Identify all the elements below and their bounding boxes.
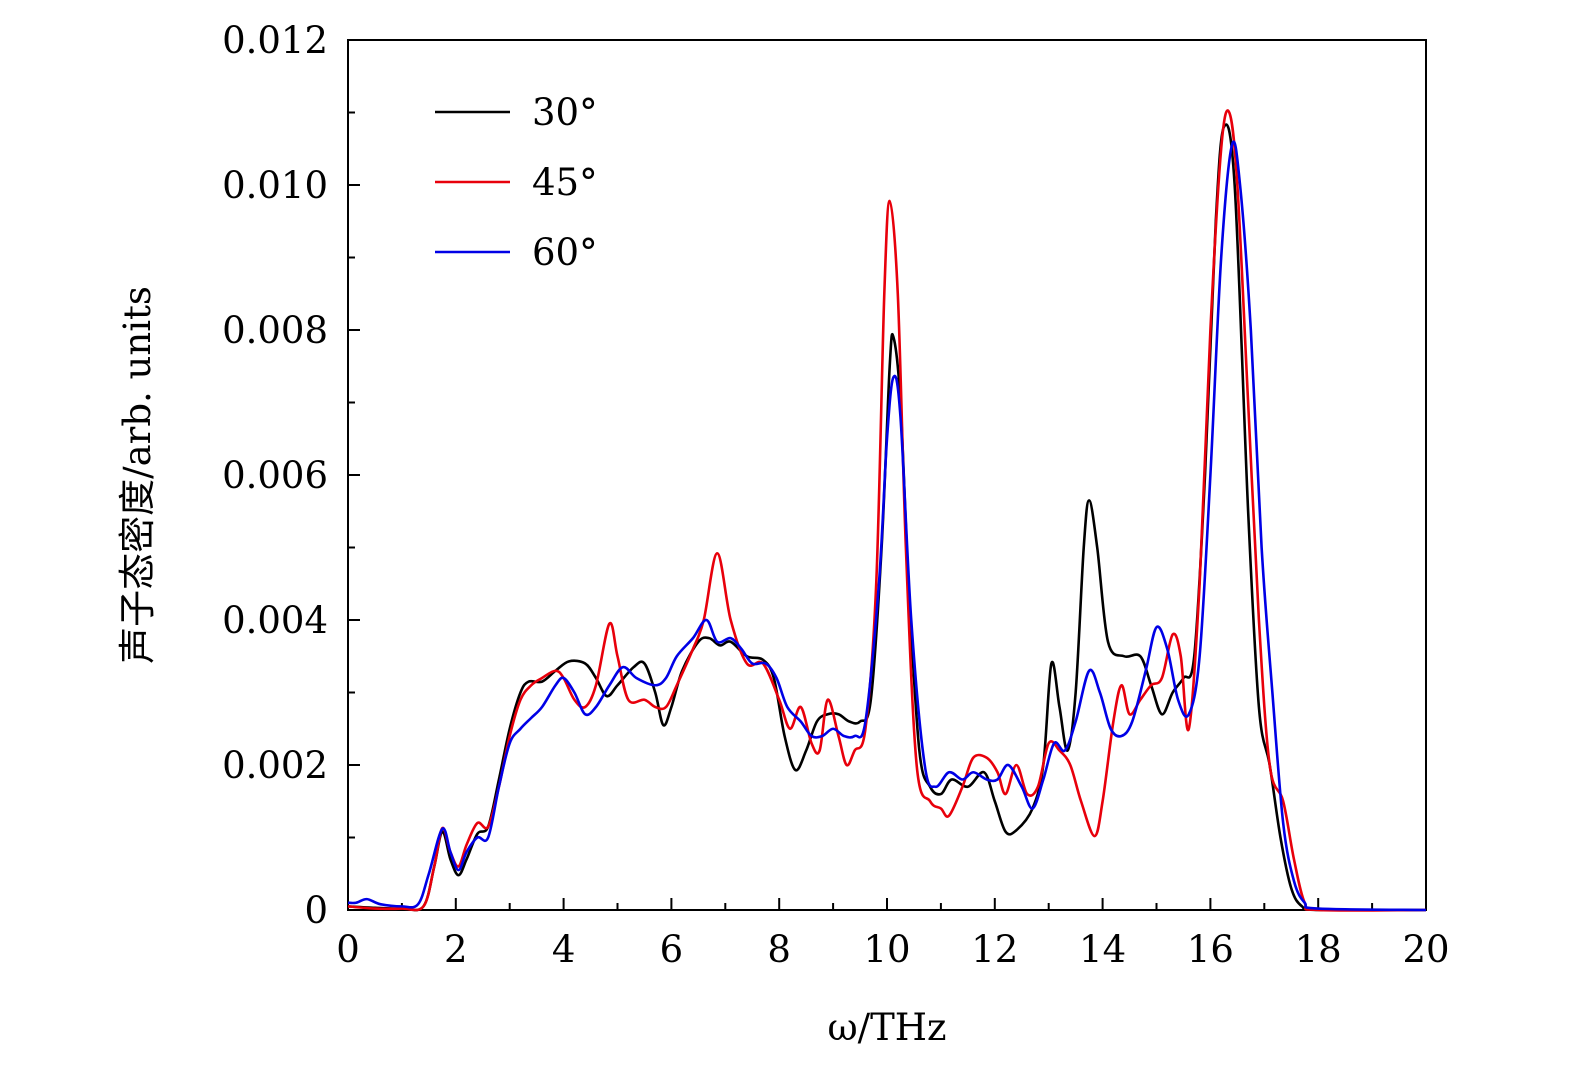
series-line-3 [347,140,1427,912]
legend-label: 60° [532,231,598,274]
x-tick-label: 0 [336,928,360,971]
y-tick-labels: 0 0.002 0.004 0.006 0.008 0.010 0.012 [222,19,328,932]
y-tick-label: 0.010 [222,164,328,207]
y-tick-label: 0.002 [222,744,328,787]
y-tick-label: 0.006 [222,454,328,497]
x-tick-label: 12 [971,928,1018,971]
x-tick-labels: 0 2 4 6 8 10 12 14 16 18 20 [336,928,1449,971]
x-axis-title: ω/THz [827,1006,946,1049]
y-tick-label: 0.012 [222,19,328,62]
x-tick-label: 16 [1187,928,1234,971]
legend-label: 45° [532,161,598,204]
axis-ticks [347,39,1427,911]
x-tick-label: 6 [660,928,684,971]
x-tick-label: 14 [1079,928,1126,971]
y-tick-label: 0.004 [222,599,328,642]
x-tick-label: 18 [1295,928,1342,971]
x-tick-label: 2 [444,928,468,971]
series-line-2 [347,109,1427,912]
x-tick-label: 20 [1402,928,1449,971]
series-lines [347,109,1427,912]
y-tick-label: 0.008 [222,309,328,352]
plot-frame [347,39,1427,911]
legend: 30° 45° 60° [435,91,598,274]
y-axis-title: 声子态密度/arb. units [116,286,159,664]
y-tick-label: 0 [304,889,328,932]
x-tick-label: 4 [552,928,576,971]
x-tick-label: 10 [863,928,910,971]
legend-label: 30° [532,91,598,134]
x-tick-label: 8 [767,928,791,971]
